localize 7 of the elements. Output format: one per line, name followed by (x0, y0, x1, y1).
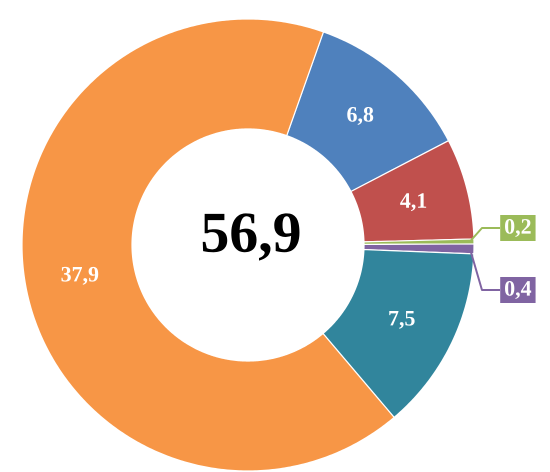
data-label: 0,2 (505, 219, 531, 238)
text: 56,9 (202, 214, 300, 261)
data-label: 4,1 (400, 193, 426, 212)
data-label: 37,9 (61, 267, 98, 285)
data-label: 7,5 (389, 311, 415, 329)
data-label: 6,8 (347, 107, 374, 126)
data-label: 0,4 (505, 281, 532, 300)
